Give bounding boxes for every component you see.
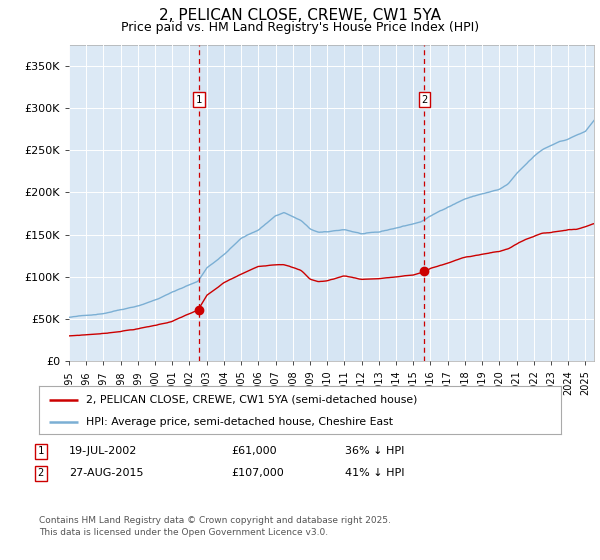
Text: 2, PELICAN CLOSE, CREWE, CW1 5YA (semi-detached house): 2, PELICAN CLOSE, CREWE, CW1 5YA (semi-d… (86, 395, 418, 405)
Text: Contains HM Land Registry data © Crown copyright and database right 2025.
This d: Contains HM Land Registry data © Crown c… (39, 516, 391, 537)
Text: 1: 1 (38, 446, 44, 456)
Text: HPI: Average price, semi-detached house, Cheshire East: HPI: Average price, semi-detached house,… (86, 417, 393, 427)
Text: 2, PELICAN CLOSE, CREWE, CW1 5YA: 2, PELICAN CLOSE, CREWE, CW1 5YA (159, 8, 441, 24)
Text: £107,000: £107,000 (231, 468, 284, 478)
Text: 19-JUL-2002: 19-JUL-2002 (69, 446, 137, 456)
Text: Price paid vs. HM Land Registry's House Price Index (HPI): Price paid vs. HM Land Registry's House … (121, 21, 479, 34)
Text: 2: 2 (421, 95, 428, 105)
Text: 27-AUG-2015: 27-AUG-2015 (69, 468, 143, 478)
Text: 1: 1 (196, 95, 202, 105)
Text: 36% ↓ HPI: 36% ↓ HPI (345, 446, 404, 456)
Bar (199, 45, 424, 361)
Text: £61,000: £61,000 (231, 446, 277, 456)
Text: 2: 2 (38, 468, 44, 478)
Text: 41% ↓ HPI: 41% ↓ HPI (345, 468, 404, 478)
